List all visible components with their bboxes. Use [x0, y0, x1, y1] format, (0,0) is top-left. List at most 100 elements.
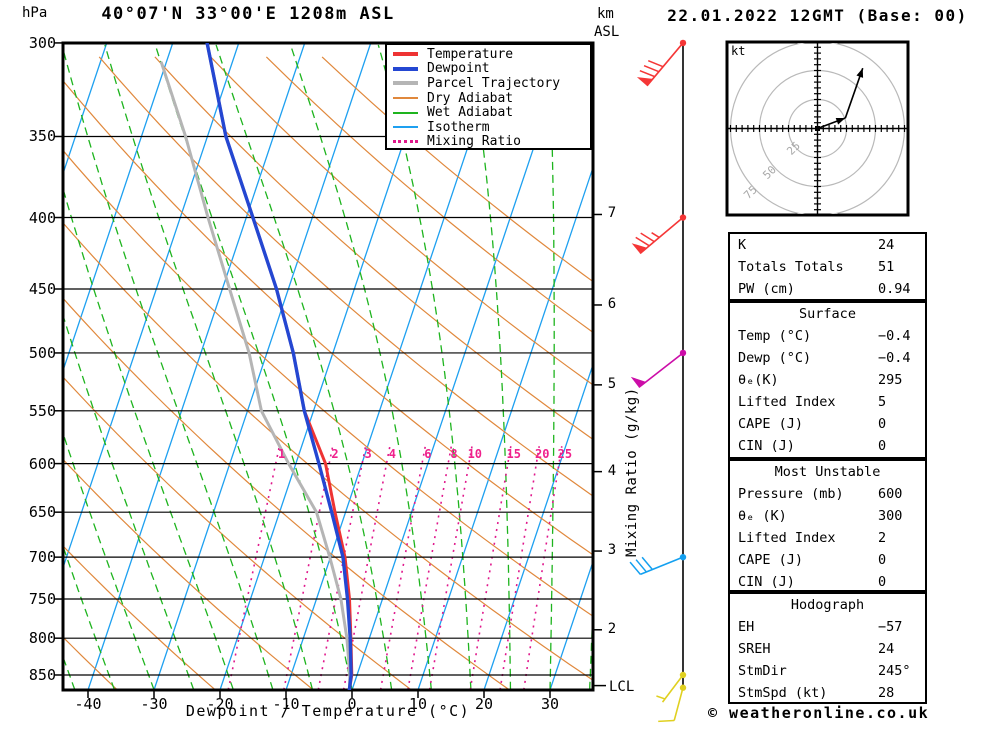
panel-row: θₑ (K) 300: [730, 505, 925, 527]
panel-row-value: 245°: [878, 663, 911, 679]
panel-row-label: Dewp (°C): [738, 350, 812, 366]
panel-row-label: Pressure (mb): [738, 486, 844, 502]
panel-row-value: −0.4: [878, 328, 911, 344]
panel-row: Lifted Index 5: [730, 391, 925, 413]
lcl-marker-label: LCL: [609, 679, 635, 695]
legend-item: Wet Adiabat: [387, 105, 590, 120]
wind-barb-700: [629, 553, 687, 576]
hodograph-unit-label: kt: [731, 44, 746, 58]
wind-barb-400: [631, 214, 687, 255]
legend-item-label: Wet Adiabat: [427, 105, 514, 121]
panel-row: K 24: [730, 234, 925, 256]
mixing-ratio-label: 15: [506, 447, 521, 461]
temperature-tick-label: -40: [74, 695, 102, 713]
legend-box: Temperature Dewpoint Parcel Trajectory Dry …: [385, 43, 592, 150]
wind-barb-300: [636, 39, 687, 87]
panel-row: Dewp (°C) −0.4: [730, 347, 925, 369]
most-unstable-panel: Most Unstable Pressure (mb) 600 θₑ (K) 300 L…: [728, 459, 927, 592]
panel-row: CAPE (J) 0: [730, 549, 925, 571]
mixing-ratio-label: 10: [467, 447, 483, 461]
km-tick-label: 7: [607, 205, 617, 222]
legend-swatch-dotted: [393, 140, 418, 144]
temperature-tick-label: -20: [206, 695, 234, 713]
legend-item: Mixing Ratio: [387, 134, 590, 149]
legend-item-label: Dry Adiabat: [427, 90, 514, 106]
temperature-tick-label: -10: [272, 695, 300, 713]
panel-row: Totals Totals 51: [730, 256, 925, 278]
mixing-ratio-axis-title: Mixing Ratio (g/kg): [624, 387, 640, 557]
panel-row-label: EH: [738, 619, 755, 635]
mixing-ratio-label: 20: [535, 447, 550, 461]
pressure-tick-label: 800: [28, 629, 56, 648]
pressure-tick-label: 500: [28, 343, 56, 362]
sounding-curves: [160, 43, 354, 690]
km-tick-label: 3: [607, 542, 617, 559]
legend-item-label: Isotherm: [427, 119, 490, 135]
temperature-tick-label: 30: [540, 695, 560, 713]
panel-row: StmSpd (kt) 28: [730, 682, 925, 704]
legend-item: Parcel Trajectory: [387, 76, 590, 91]
panel-row: Temp (°C) −0.4: [730, 325, 925, 347]
legend-swatch-line: [393, 126, 418, 129]
hodograph-panel: Hodograph EH −57 SREH 24 StmDir 245° StmSpd (k…: [728, 592, 927, 704]
panel-row-value: 2: [878, 530, 887, 546]
panel-row-value: 0.94: [878, 281, 911, 297]
legend-swatch-line: [393, 111, 418, 114]
height-unit-km-label: km: [597, 6, 614, 22]
wind-barb-500: [630, 349, 687, 389]
panel-row-label: StmDir: [738, 663, 787, 679]
km-tick-label: 4: [607, 462, 617, 479]
mixing-ratio-label: 25: [557, 447, 573, 461]
legend-item: Dewpoint: [387, 61, 590, 77]
panel-row-value: 0: [878, 552, 887, 568]
temperature-tick-label: 0: [347, 695, 357, 713]
panel-row-value: 24: [878, 237, 895, 253]
hodograph: [725, 40, 910, 217]
panel-row-label: CAPE (J): [738, 416, 804, 432]
panel-row: EH −57: [730, 616, 925, 638]
pressure-tick-label: 700: [28, 548, 56, 567]
legend-swatch-line: [393, 81, 418, 86]
panel-row-value: 51: [878, 259, 895, 275]
most-unstable-panel-header: Most Unstable: [774, 464, 881, 480]
panel-row: SREH 24: [730, 638, 925, 660]
panel-row-label: θₑ (K): [738, 508, 787, 524]
panel-row-label: Lifted Index: [738, 530, 836, 546]
hodograph-panel-header: Hodograph: [790, 597, 865, 613]
panel-row-label: PW (cm): [738, 281, 795, 297]
panel-row-label: K: [738, 237, 747, 253]
legend-item-label: Parcel Trajectory: [427, 75, 561, 91]
legend-item-label: Temperature: [427, 46, 514, 62]
temperature-tick-label: 20: [474, 695, 494, 713]
pressure-tick-label: 550: [28, 401, 56, 420]
date-title: 22.01.2022 12GMT (Base: 00): [667, 6, 968, 25]
panel-row: θₑ(K) 295: [730, 369, 925, 391]
surface-panel-header: Surface: [799, 306, 856, 322]
panel-row: CIN (J) 0: [730, 571, 925, 593]
panel-row-label: StmSpd (kt): [738, 685, 828, 701]
temperature-tick-label: 10: [408, 695, 428, 713]
mixing-ratio-label: 6: [424, 447, 432, 461]
temperature-tick-label: -30: [140, 695, 168, 713]
km-tick-label: 5: [607, 375, 617, 392]
mixing-ratio-label: 1: [277, 447, 286, 461]
legend-item: Temperature: [387, 47, 590, 62]
legend-item-label: Dewpoint: [427, 61, 490, 77]
pressure-tick-label: 600: [28, 454, 56, 473]
mixing-ratio-label: 8: [450, 447, 458, 461]
mixing-ratio-label: 2: [331, 447, 339, 461]
legend-swatch-line: [393, 52, 418, 57]
pressure-tick-label: 350: [28, 127, 56, 146]
indices-panel: K 24 Totals Totals 51 PW (cm) 0.94: [728, 232, 927, 301]
panel-row-value: 0: [878, 438, 887, 454]
panel-row-value: 295: [878, 372, 903, 388]
pressure-unit-label: hPa: [22, 5, 48, 21]
pressure-tick-label: 850: [28, 665, 56, 684]
mixing-ratio-label: 4: [388, 447, 396, 461]
panel-row-label: CIN (J): [738, 574, 795, 590]
wind-barb-868: [658, 684, 687, 723]
pressure-tick-label: 400: [28, 208, 56, 227]
panel-row-label: θₑ(K): [738, 372, 779, 388]
